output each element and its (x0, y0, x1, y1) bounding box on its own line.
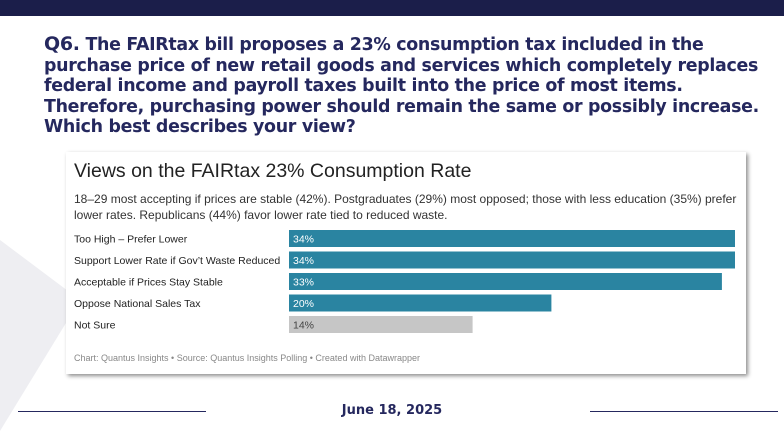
bar (289, 316, 473, 333)
bar-chart: Too High – Prefer Lower 34% Support Lower … (74, 230, 735, 333)
footer-rule-left (18, 411, 206, 412)
chart-card: Views on the FAIRtax 23% Consumption Rat… (66, 152, 746, 374)
bar (289, 273, 722, 290)
footer-date: June 18, 2025 (341, 403, 443, 418)
bar-value-label: 20% (293, 298, 314, 310)
question-number: Q6. (44, 33, 80, 55)
question-body: The FAIRtax bill proposes a 23% consumpt… (44, 35, 759, 137)
footer-rule-right (590, 411, 778, 412)
bar-category-label: Oppose National Sales Tax (74, 298, 201, 310)
bar-category-label: Acceptable if Prices Stay Stable (74, 277, 223, 289)
question-text: Q6. The FAIRtax bill proposes a 23% cons… (44, 34, 764, 138)
bar-value-label: 34% (293, 255, 314, 267)
bar (289, 230, 735, 247)
bar-value-label: 34% (293, 234, 314, 246)
bar (289, 294, 552, 312)
bar-value-label: 14% (293, 320, 314, 332)
bar-category-label: Too High – Prefer Lower (74, 234, 188, 246)
chart-description: 18–29 most accepting if prices are stabl… (74, 192, 737, 222)
decoration-corner-shape (0, 240, 80, 431)
bar-value-label: 33% (293, 277, 314, 289)
bar-category-label: Support Lower Rate if Gov’t Waste Reduce… (74, 255, 280, 267)
chart-title: Views on the FAIRtax 23% Consumption Rat… (74, 160, 472, 182)
chart-footnote: Chart: Quantus Insights • Source: Quantu… (74, 353, 420, 363)
bar (289, 251, 735, 269)
bar-category-label: Not Sure (74, 320, 116, 332)
